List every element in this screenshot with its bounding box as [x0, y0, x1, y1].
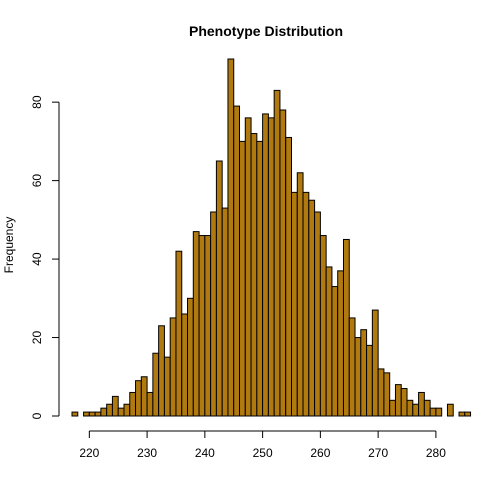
histogram-bar	[83, 411, 90, 417]
histogram-bar	[400, 388, 408, 417]
y-tick-label: 0	[30, 412, 44, 419]
x-tick-label: 230	[137, 446, 157, 460]
histogram-bar	[285, 136, 293, 417]
histogram-bar	[169, 317, 177, 417]
histogram-bar	[389, 399, 396, 417]
histogram-bar	[152, 352, 160, 417]
histogram-bar	[342, 238, 350, 417]
histogram-bar	[464, 411, 472, 417]
x-tick-label: 220	[79, 446, 99, 460]
histogram-bar	[406, 399, 414, 417]
histogram-bar	[446, 403, 454, 417]
y-tick-label: 60	[30, 174, 44, 188]
histogram-bar	[215, 160, 223, 417]
histogram-bar	[129, 391, 137, 417]
histogram-bar	[262, 113, 269, 417]
histogram-bar	[383, 372, 391, 417]
histogram-bar	[290, 191, 298, 417]
histogram-bar	[111, 395, 119, 417]
histogram-bar	[140, 376, 148, 417]
histogram-bar	[412, 403, 420, 417]
histogram-bar	[250, 133, 258, 417]
x-tick-label: 260	[310, 446, 330, 460]
histogram-bar	[371, 309, 379, 417]
histogram-bar	[117, 407, 125, 417]
bars-group	[71, 58, 472, 417]
histogram-bar	[302, 191, 310, 417]
histogram-bar	[331, 286, 339, 417]
histogram-bar	[435, 407, 443, 417]
histogram-bar	[354, 337, 362, 417]
x-tick-label: 240	[195, 446, 215, 460]
histogram-bar	[181, 313, 189, 417]
histogram-bar	[348, 317, 356, 417]
histogram-bar	[204, 235, 212, 417]
histogram-bar	[88, 411, 96, 417]
x-axis: 220 230 240 250 260 270 280	[79, 430, 446, 460]
histogram-bar	[296, 172, 304, 417]
histogram-bar	[244, 117, 252, 417]
y-tick-label: 20	[30, 331, 44, 345]
histogram-bar	[175, 250, 183, 417]
histogram-bar	[267, 117, 275, 417]
histogram-bar	[239, 140, 246, 417]
histogram-bar	[256, 140, 264, 417]
histogram-bar	[163, 356, 171, 417]
histogram-bar	[458, 411, 466, 417]
histogram-bar	[319, 235, 327, 417]
histogram-bar	[423, 399, 431, 417]
histogram-bar	[366, 344, 373, 417]
chart-title: Phenotype Distribution	[189, 23, 343, 39]
histogram-bar	[273, 89, 281, 417]
histogram-bar	[106, 403, 113, 417]
y-axis: 0 20 40 60 80	[30, 95, 60, 419]
histogram-bar	[210, 211, 217, 417]
y-tick-label: 40	[30, 252, 44, 266]
x-tick-label: 270	[368, 446, 388, 460]
histogram-bar	[418, 391, 425, 417]
y-axis-label: Frequency	[2, 217, 16, 274]
histogram-bar	[314, 211, 321, 417]
histogram-bar	[198, 235, 206, 417]
histogram-bar	[279, 109, 287, 417]
histogram-bar	[227, 58, 235, 417]
histogram-bar	[192, 231, 200, 417]
histogram-bar	[308, 199, 316, 417]
histogram-bar	[394, 384, 402, 417]
histogram-bar	[187, 297, 194, 417]
histogram-bar	[325, 266, 333, 417]
histogram-bar	[337, 270, 344, 417]
x-tick-label: 280	[426, 446, 446, 460]
y-tick-label: 80	[30, 95, 44, 109]
histogram-bar	[123, 403, 131, 417]
histogram-bar	[429, 407, 437, 417]
histogram-bar	[221, 207, 229, 417]
histogram-bar	[377, 368, 385, 417]
histogram-bar	[158, 325, 165, 417]
histogram-bar	[100, 407, 108, 417]
histogram-bar	[233, 105, 241, 417]
histogram-bar	[71, 411, 79, 417]
histogram-bar	[146, 391, 154, 417]
histogram-bar	[94, 411, 102, 417]
histogram-bar	[135, 380, 142, 417]
x-tick-label: 250	[253, 446, 273, 460]
histogram-bar	[360, 329, 368, 417]
